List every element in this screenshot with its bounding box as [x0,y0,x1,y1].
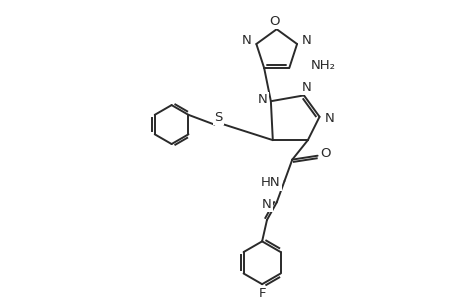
Text: N: N [324,112,333,125]
Text: N: N [301,34,311,46]
Text: S: S [214,111,222,124]
Text: N: N [257,93,268,106]
Text: NH₂: NH₂ [310,59,335,73]
Text: N: N [302,81,311,94]
Text: O: O [319,147,330,160]
Text: HN: HN [261,176,280,190]
Text: N: N [241,34,251,46]
Text: F: F [258,287,265,300]
Text: N: N [262,198,271,211]
Text: O: O [269,15,280,28]
